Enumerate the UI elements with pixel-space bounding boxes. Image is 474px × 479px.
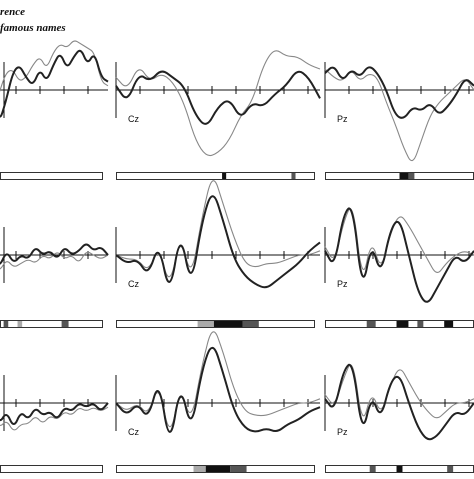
significance-segment <box>230 466 247 472</box>
significance-bar <box>116 172 315 180</box>
electrode-label: Pz <box>337 279 348 289</box>
significance-bar <box>0 172 103 180</box>
significance-segment <box>213 321 243 327</box>
electrode-label: Pz <box>337 114 348 124</box>
waveform-thin <box>0 251 109 270</box>
significance-segment <box>291 173 296 179</box>
significance-segment <box>447 466 454 472</box>
significance-segment <box>205 466 231 472</box>
significance-segment <box>193 466 206 472</box>
waveform-thin <box>115 331 321 428</box>
waveform-thick <box>115 70 321 125</box>
electrode-label: Cz <box>128 114 139 124</box>
waveform-thin <box>0 40 109 92</box>
waveform-thick <box>324 363 474 441</box>
significance-segment <box>197 321 214 327</box>
electrode-label: Pz <box>337 427 348 437</box>
significance-segment <box>366 321 376 327</box>
waveform-thin <box>324 364 474 419</box>
significance-segment <box>408 173 415 179</box>
significance-segment <box>396 321 409 327</box>
waveform-thick <box>324 207 474 303</box>
waveform-thin <box>115 50 321 157</box>
significance-segment <box>3 321 9 327</box>
waveform-thick <box>115 346 321 433</box>
significance-segment <box>17 321 23 327</box>
significance-segment <box>444 321 454 327</box>
significance-segment <box>222 173 227 179</box>
electrode-label: Cz <box>128 279 139 289</box>
legend-line-1: rence <box>0 6 26 18</box>
significance-bar <box>0 320 103 328</box>
waveform-thick <box>0 402 109 425</box>
significance-segment <box>399 173 409 179</box>
waveform-thick <box>0 49 109 118</box>
legend-line-2: famous names <box>0 22 66 34</box>
significance-segment <box>61 321 69 327</box>
waveform-thin <box>115 180 321 278</box>
waveform-thick <box>0 243 109 265</box>
waveform-thick <box>115 195 321 289</box>
significance-segment <box>396 466 403 472</box>
significance-segment <box>242 321 259 327</box>
waveform-thick <box>324 66 474 119</box>
significance-bar <box>0 465 103 473</box>
electrode-label: Cz <box>128 427 139 437</box>
waveform-thin <box>0 406 109 431</box>
significance-segment <box>369 466 376 472</box>
significance-segment <box>417 321 424 327</box>
